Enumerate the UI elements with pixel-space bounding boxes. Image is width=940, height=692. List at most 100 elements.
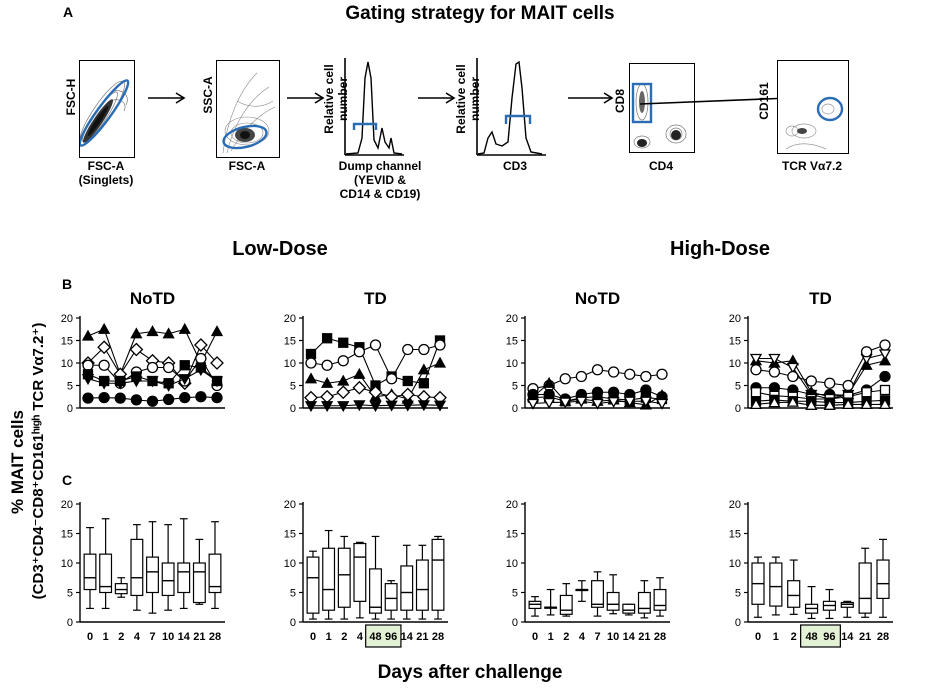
box-iqr (653, 588, 667, 611)
box-iqr (431, 538, 445, 611)
box-iqr (322, 547, 336, 611)
data-point (842, 379, 854, 392)
series-line (756, 353, 886, 400)
y-tick-label: 20 (729, 499, 741, 511)
x-tick-label: 28 (432, 631, 444, 643)
y-tick-label: 15 (506, 336, 518, 348)
arrow-icon (417, 91, 457, 110)
arrow-icon (567, 91, 615, 110)
box-iqr (591, 580, 604, 608)
gate-2-xlabel: FSC-A (228, 159, 266, 173)
data-point (607, 366, 620, 378)
y-tick-label: 20 (506, 499, 518, 511)
data-point (146, 361, 159, 374)
data-point (749, 353, 763, 365)
panel-a-letter: A (63, 4, 74, 20)
x-tick-label: 28 (654, 631, 666, 643)
box-plot (876, 538, 890, 618)
box-iqr (177, 562, 191, 594)
line-chart-lowdose-notd: NoTD 0 5 10 15 20 (61, 289, 225, 415)
gate-5-xlabel: CD4 (648, 159, 673, 173)
box-plot (559, 583, 573, 617)
y-tick-label: 15 (284, 336, 296, 348)
y-tick-label: 0 (735, 403, 741, 415)
data-point (842, 398, 855, 410)
box-iqr (353, 542, 367, 602)
box-plot (622, 603, 636, 616)
data-point (353, 346, 366, 358)
data-point (162, 327, 175, 339)
box-plot (804, 585, 819, 620)
data-point (786, 362, 799, 374)
data-point (418, 343, 430, 356)
box-iqr (637, 591, 651, 614)
gate-2-plot (216, 60, 280, 158)
y-tick-label: 20 (729, 313, 741, 325)
x-tick-label: 28 (209, 631, 221, 643)
data-point (417, 363, 430, 375)
box-iqr (400, 565, 414, 611)
y-tick-label: 5 (735, 588, 741, 600)
data-point (304, 401, 318, 413)
y-tick-label: 5 (735, 381, 741, 393)
box-plot (130, 524, 144, 611)
x-tick-label: 21 (638, 631, 650, 643)
box-plot (431, 535, 445, 620)
data-point (353, 400, 366, 412)
box-plot (840, 600, 854, 618)
y-tick-label: 0 (735, 617, 741, 629)
data-point (655, 398, 669, 410)
box-iqr (876, 559, 890, 599)
y-tick-label: 5 (512, 381, 518, 393)
x-tick-label: 21 (193, 631, 205, 643)
data-point (82, 392, 94, 404)
box-iqr (208, 553, 222, 594)
x-tick-label: 1 (103, 631, 109, 643)
box-plot (415, 544, 429, 620)
data-point (338, 337, 349, 348)
x-tick-label: 14 (178, 631, 191, 643)
y-tick-label: 20 (284, 499, 296, 511)
data-point (304, 372, 318, 384)
box-iqr (559, 594, 573, 615)
data-point (98, 322, 111, 334)
data-point (130, 394, 143, 406)
box-plot (208, 521, 222, 610)
panel-c-letter: C (62, 472, 73, 488)
data-point (146, 325, 159, 337)
y-tick-label: 10 (61, 358, 73, 370)
y-tick-label: 15 (284, 529, 296, 541)
y-tick-label: 15 (61, 529, 73, 541)
data-point (305, 357, 317, 369)
y-tick-label: 5 (67, 588, 73, 600)
data-point (824, 377, 836, 389)
box-plot (769, 556, 783, 616)
box-plot (192, 538, 206, 605)
data-point (624, 368, 636, 380)
data-point (591, 364, 604, 376)
x-tick-label: 0 (310, 631, 316, 643)
x-tick-label: 96 (823, 631, 835, 643)
data-point (402, 375, 413, 387)
data-point (321, 359, 333, 371)
y-tick-label: 5 (290, 588, 296, 600)
y-tick-label: 0 (512, 617, 518, 629)
gate-4-plot (476, 58, 546, 156)
data-point (805, 398, 818, 410)
data-point (195, 352, 207, 365)
data-point (321, 401, 334, 413)
x-tick-label: 14 (841, 631, 854, 643)
data-point (768, 396, 781, 408)
y-tick-label: 20 (61, 313, 73, 325)
box-plot (337, 535, 351, 620)
x-tick-label: 1 (326, 631, 332, 643)
data-point (320, 389, 335, 404)
box-iqr (858, 562, 872, 614)
data-point (768, 366, 781, 378)
data-point (526, 398, 540, 410)
data-point (146, 395, 159, 407)
x-tick-label: 4 (579, 631, 586, 643)
y-tick-label: 5 (512, 588, 518, 600)
box-plot (637, 580, 651, 619)
